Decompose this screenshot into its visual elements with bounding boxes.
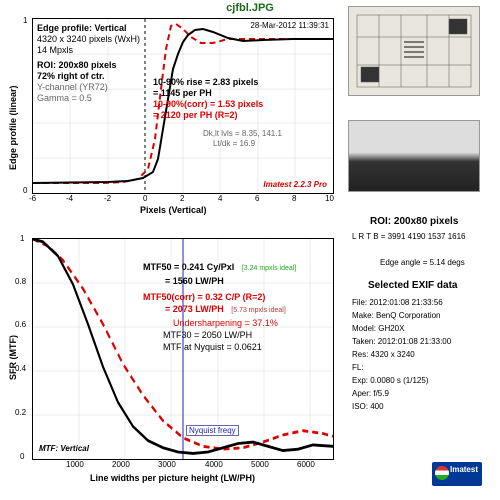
bot-ylabel: SFR (MTF) <box>8 335 18 380</box>
chart-info: Edge profile: Vertical 4320 x 3240 pixel… <box>37 23 140 104</box>
lrtb: L R T B = 3991 4190 1537 1616 <box>352 232 466 241</box>
imatest-logo: Imatest <box>432 462 482 486</box>
mtf-chart: MTF50 = 0.241 Cy/Pxl [3.24 mpxls ideal] … <box>32 238 334 460</box>
rise-info: 10-90% rise = 2.83 pixels = 1145 per PH … <box>153 77 263 121</box>
bot-xlabel: Line widths per picture height (LW/PH) <box>90 473 255 483</box>
edge-profile-chart: 28-Mar-2012 11:39:31 Edge profile: Verti… <box>32 18 334 194</box>
exif-title: Selected EXIF data <box>368 280 457 291</box>
dk-lvls: Dk,lt lvls = 8.35, 141.1 <box>203 129 282 138</box>
edge-thumbnail <box>348 120 480 192</box>
exif-block: File: 2012:01:08 21:33:56Make: BenQ Corp… <box>352 296 451 413</box>
mtf-title: MTF: Vertical <box>39 444 89 453</box>
edge-angle: Edge angle = 5.14 degs <box>380 258 465 267</box>
mtf-info: MTF50 = 0.241 Cy/Pxl [3.24 mpxls ideal] … <box>143 261 296 353</box>
timestamp: 28-Mar-2012 11:39:31 <box>250 21 329 30</box>
roi-label: ROI: 200x80 pixels <box>370 216 458 227</box>
watermark: Imatest 2.2.3 Pro <box>263 180 327 189</box>
nyquist-label: Nyquist freqy <box>186 425 239 436</box>
ltdk: Lt/dk = 16.9 <box>213 139 255 148</box>
test-chart-thumbnail <box>348 6 480 96</box>
top-xlabel: Pixels (Vertical) <box>140 205 207 215</box>
top-ylabel: Edge profile (linear) <box>8 85 18 170</box>
